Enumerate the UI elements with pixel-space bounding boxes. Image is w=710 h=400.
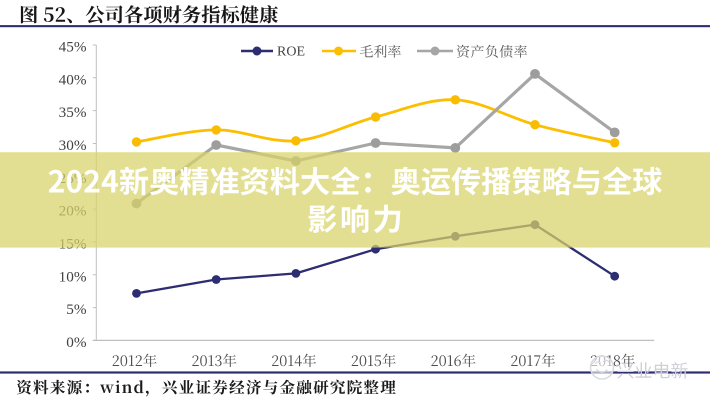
svg-text:45%: 45% (59, 39, 87, 56)
svg-text:10%: 10% (59, 268, 87, 285)
svg-text:30%: 30% (59, 137, 87, 154)
svg-text:ROE: ROE (277, 45, 305, 60)
svg-text:5%: 5% (66, 301, 87, 318)
svg-text:40%: 40% (59, 71, 87, 88)
svg-text:0%: 0% (66, 334, 87, 351)
svg-text:35%: 35% (59, 104, 87, 121)
